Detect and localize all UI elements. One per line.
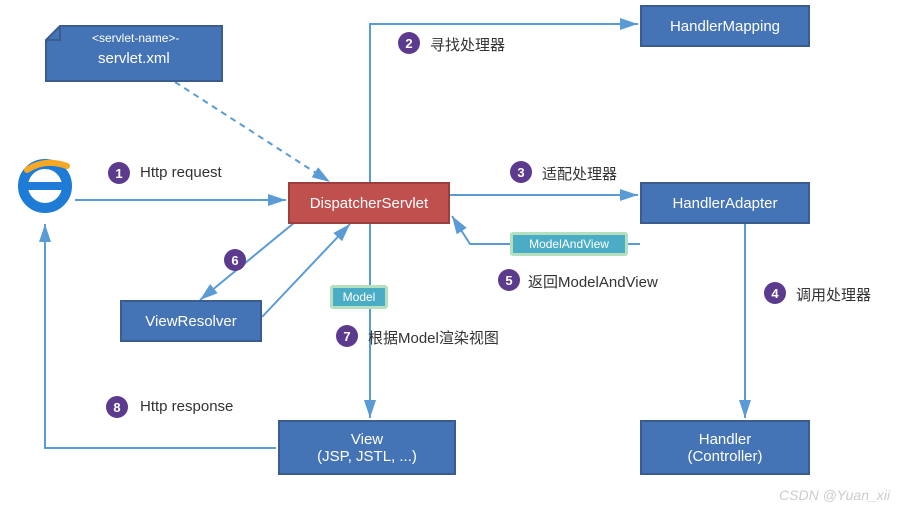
model-pill-label: Model	[343, 290, 376, 304]
view-box: View (JSP, JSTL, ...)	[278, 420, 456, 475]
servlet-xml-label: servlet.xml	[98, 50, 170, 67]
step-6-badge: 6	[224, 249, 246, 271]
step-4-badge: 4	[764, 282, 786, 304]
handler-label1: Handler	[699, 431, 752, 448]
step-3-label: 适配处理器	[542, 163, 617, 184]
handler-mapping-label: HandlerMapping	[670, 18, 780, 35]
step-2-label: 寻找处理器	[430, 34, 505, 55]
ie-icon	[15, 156, 75, 216]
servlet-xml-tag: <servlet-name>-	[92, 31, 179, 45]
view-resolver-label: ViewResolver	[145, 313, 236, 330]
mav-pill-label: ModelAndView	[529, 237, 609, 251]
handler-label2: (Controller)	[687, 448, 762, 465]
handler-mapping-box: HandlerMapping	[640, 5, 810, 47]
step-2-badge: 2	[398, 32, 420, 54]
step-4-label: 调用处理器	[796, 284, 871, 305]
step-1-badge: 1	[108, 162, 130, 184]
step-7-badge: 7	[336, 325, 358, 347]
step-1-label: Http request	[140, 164, 222, 181]
view-label2: (JSP, JSTL, ...)	[317, 448, 417, 465]
dispatcher-servlet-label: DispatcherServlet	[310, 195, 428, 212]
handler-adapter-label: HandlerAdapter	[672, 195, 777, 212]
view-resolver-box: ViewResolver	[120, 300, 262, 342]
watermark: CSDN @Yuan_xii	[779, 487, 890, 503]
step-5-badge: 5	[498, 269, 520, 291]
mav-pill: ModelAndView	[510, 232, 628, 256]
view-label1: View	[351, 431, 383, 448]
step-8-label: Http response	[140, 398, 233, 415]
model-pill: Model	[330, 285, 388, 309]
step-7-label: 根据Model渲染视图	[368, 327, 499, 348]
handler-adapter-box: HandlerAdapter	[640, 182, 810, 224]
handler-box: Handler (Controller)	[640, 420, 810, 475]
dispatcher-servlet-box: DispatcherServlet	[288, 182, 450, 224]
step-5-label: 返回ModelAndView	[528, 271, 658, 292]
step-8-badge: 8	[106, 396, 128, 418]
step-3-badge: 3	[510, 161, 532, 183]
